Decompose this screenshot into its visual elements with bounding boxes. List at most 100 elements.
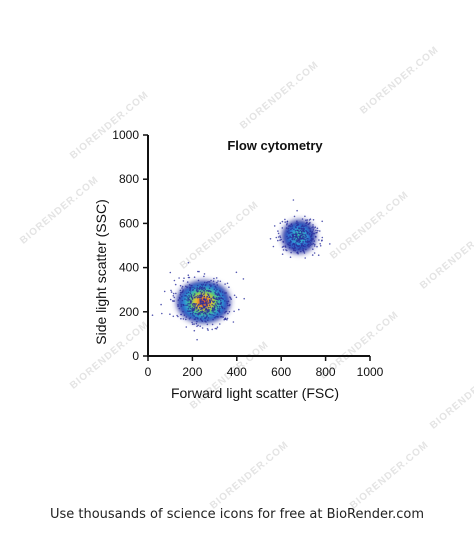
event-point (279, 222, 282, 224)
event-point (187, 307, 190, 310)
x-tick-label: 400 (227, 365, 247, 379)
event-point (317, 229, 319, 232)
event-point (201, 288, 203, 291)
event-point (211, 328, 213, 331)
event-point (175, 292, 177, 295)
event-point (329, 243, 331, 245)
event-point (204, 313, 207, 315)
event-point (197, 317, 199, 320)
event-point (219, 299, 222, 302)
event-point (282, 241, 285, 243)
event-point (313, 240, 316, 242)
event-point (216, 281, 218, 284)
event-point (226, 301, 228, 303)
event-point (204, 300, 207, 302)
event-point (192, 286, 194, 289)
event-point (199, 306, 201, 309)
event-point (312, 219, 315, 221)
event-point (214, 291, 216, 294)
event-point (316, 245, 318, 248)
event-point (297, 240, 300, 242)
event-point (294, 237, 297, 239)
event-point (216, 315, 219, 318)
event-point (192, 311, 194, 314)
y-axis-ticks: 0 200 400 600 800 1000 (112, 128, 148, 363)
event-point (216, 326, 219, 329)
event-point (190, 284, 192, 287)
event-point (182, 318, 185, 320)
event-point (180, 305, 183, 308)
event-point (189, 307, 192, 310)
event-point (192, 314, 194, 316)
event-point (186, 281, 189, 283)
event-point (202, 301, 204, 303)
event-point (190, 295, 193, 298)
event-point (194, 307, 196, 309)
event-point (290, 228, 292, 231)
event-point (192, 302, 194, 305)
event-point (216, 288, 218, 291)
event-point (212, 318, 214, 321)
event-point (206, 314, 208, 316)
event-point (205, 298, 208, 300)
event-point (308, 232, 311, 235)
event-point (277, 236, 280, 238)
event-point (291, 247, 294, 249)
event-point (306, 237, 308, 240)
event-point (196, 290, 199, 293)
event-point (299, 240, 301, 243)
event-point (206, 328, 209, 330)
event-point (304, 234, 307, 237)
event-point (200, 297, 202, 299)
event-point (299, 247, 301, 250)
event-point (195, 295, 197, 298)
footer-text: Use thousands of science icons for free … (49, 507, 425, 522)
event-point (197, 303, 200, 306)
event-point (178, 307, 181, 310)
event-point (194, 287, 196, 290)
event-point (243, 297, 245, 300)
event-point (203, 295, 205, 298)
event-point (194, 303, 196, 305)
event-point (280, 238, 283, 241)
event-point (181, 291, 184, 294)
event-point (295, 242, 297, 244)
event-point (304, 236, 306, 239)
event-point (235, 296, 238, 299)
event-point (195, 316, 197, 319)
event-point (286, 220, 289, 223)
event-point (172, 292, 175, 295)
event-point (182, 289, 184, 291)
event-point (201, 291, 203, 294)
event-point (196, 307, 198, 310)
event-point (221, 294, 224, 297)
event-point (204, 310, 206, 312)
event-point (302, 245, 305, 247)
event-point (289, 231, 292, 234)
event-point (319, 230, 321, 232)
event-point (299, 234, 302, 237)
event-point (304, 245, 306, 248)
event-point (199, 299, 201, 301)
event-point (291, 227, 294, 230)
event-point (305, 248, 307, 251)
event-point (217, 303, 219, 305)
event-point (224, 312, 226, 314)
event-point (219, 302, 222, 305)
event-point (293, 249, 295, 252)
event-point (186, 299, 188, 301)
event-point (277, 230, 279, 232)
event-point (202, 315, 205, 317)
event-point (172, 295, 175, 297)
event-point (193, 318, 196, 321)
event-point (215, 304, 217, 307)
event-point (291, 225, 294, 227)
event-point (235, 271, 238, 274)
event-point (188, 318, 191, 320)
event-point (191, 323, 194, 326)
event-point (289, 236, 292, 239)
event-point (291, 236, 293, 239)
event-point (198, 270, 200, 273)
event-point (306, 219, 309, 221)
